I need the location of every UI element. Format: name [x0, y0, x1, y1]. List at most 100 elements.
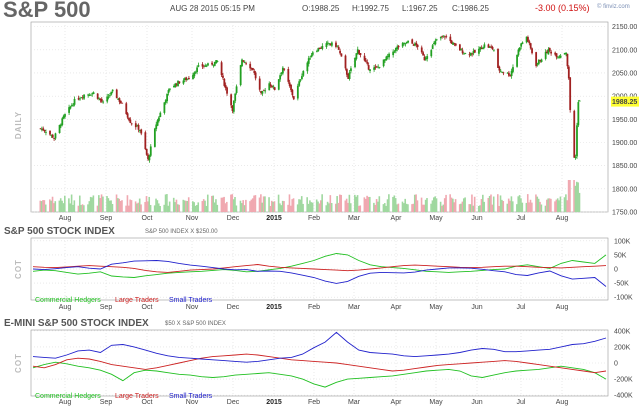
- candle-body: [144, 132, 147, 150]
- volume-bar: [348, 194, 351, 212]
- candle-body: [335, 42, 337, 47]
- candle-body: [347, 73, 350, 79]
- volume-bar: [473, 196, 476, 212]
- candle-body: [439, 36, 442, 39]
- volume-bar: [168, 201, 171, 212]
- volume-bar: [558, 200, 560, 212]
- volume-bar: [279, 203, 281, 212]
- volume-bar: [61, 200, 63, 212]
- volume-bar: [439, 201, 442, 212]
- volume-bar: [375, 199, 378, 212]
- volume-bar: [226, 201, 228, 212]
- candle-body: [460, 49, 463, 51]
- candle-body: [213, 61, 216, 66]
- volume-bar: [431, 200, 434, 212]
- candle-body: [392, 51, 395, 56]
- series-line: [32, 361, 607, 388]
- candle-body: [472, 50, 475, 54]
- volume-bar: [366, 195, 368, 212]
- volume-bar: [164, 194, 167, 212]
- last-price-tag: [611, 96, 639, 107]
- volume-bar: [92, 195, 95, 212]
- candle-body: [249, 63, 252, 69]
- high-value: H:1992.75: [352, 4, 389, 13]
- x-tick-label: Jul: [517, 304, 526, 311]
- candle-body: [262, 89, 265, 91]
- candle-body: [557, 57, 559, 59]
- volume-bar: [566, 200, 569, 212]
- candle-body: [288, 82, 291, 86]
- candle-body: [490, 46, 493, 48]
- candle-body: [102, 101, 105, 103]
- volume-bar: [405, 203, 408, 212]
- volume-bar: [201, 201, 204, 212]
- volume-bar: [159, 205, 161, 212]
- volume-bar: [270, 200, 273, 212]
- timeframe-label: DAILY: [14, 111, 23, 139]
- volume-bar: [235, 205, 238, 212]
- candle-body: [431, 45, 434, 49]
- volume-bar: [554, 201, 556, 212]
- volume-bar: [145, 196, 148, 212]
- volume-bar: [424, 199, 427, 212]
- candle-body: [45, 132, 47, 133]
- volume-bar: [59, 198, 62, 212]
- volume-bar: [204, 200, 206, 212]
- volume-bar: [382, 204, 385, 212]
- candle-body: [83, 94, 85, 99]
- volume-bar: [383, 203, 386, 212]
- volume-bar: [309, 200, 311, 212]
- candle-body: [61, 118, 64, 125]
- candle-body: [226, 87, 228, 94]
- candle-body: [110, 91, 113, 95]
- x-tick-label: Aug: [556, 215, 569, 222]
- candle-body: [340, 53, 343, 57]
- volume-bar: [43, 200, 46, 212]
- volume-bar: [249, 201, 251, 212]
- candle-body: [558, 56, 561, 58]
- volume-bar: [269, 205, 272, 212]
- x-tick-label: Aug: [59, 215, 72, 222]
- candle-body: [516, 54, 518, 67]
- candle-body: [121, 102, 124, 104]
- candle-body: [175, 84, 178, 86]
- volume-bar: [373, 202, 375, 212]
- volume-bar: [251, 198, 254, 212]
- volume-bar: [506, 203, 509, 212]
- volume-bar: [138, 198, 141, 212]
- volume-bar: [77, 205, 80, 212]
- volume-bar: [546, 199, 548, 212]
- candle-body: [499, 70, 502, 72]
- x-tick-label: Apr: [391, 399, 403, 406]
- x-tick-label: Apr: [391, 304, 403, 311]
- volume-bar: [127, 205, 130, 212]
- volume-bar: [374, 204, 377, 212]
- volume-bar: [517, 196, 520, 212]
- candle-body: [539, 59, 542, 61]
- candle-body: [528, 41, 531, 44]
- candle-body: [464, 53, 467, 54]
- candle-body: [153, 128, 156, 147]
- volume-bar: [449, 194, 451, 212]
- x-tick-label: Jul: [517, 399, 526, 406]
- candle-body: [453, 42, 456, 44]
- volume-bar: [140, 204, 142, 212]
- volume-bar: [98, 195, 100, 212]
- candle-body: [291, 89, 294, 96]
- x-tick-label: Apr: [391, 215, 403, 222]
- candle-body: [117, 98, 120, 100]
- volume-bar: [300, 196, 303, 212]
- candle-body: [328, 43, 331, 45]
- y-tick-label: 1750.00: [612, 210, 637, 217]
- x-tick-label: Aug: [556, 304, 569, 311]
- candle-body: [478, 48, 480, 54]
- volume-bar: [287, 204, 289, 212]
- candle-body: [230, 94, 233, 106]
- candle-body: [378, 66, 381, 68]
- y-tick-label: 1950.00: [612, 117, 637, 124]
- panel-title: E-MINI S&P 500 STOCK INDEX: [4, 318, 149, 329]
- x-tick-label: Nov: [186, 215, 199, 222]
- candle-body: [92, 92, 95, 94]
- candle-body: [366, 62, 369, 64]
- volume-bar: [385, 205, 387, 212]
